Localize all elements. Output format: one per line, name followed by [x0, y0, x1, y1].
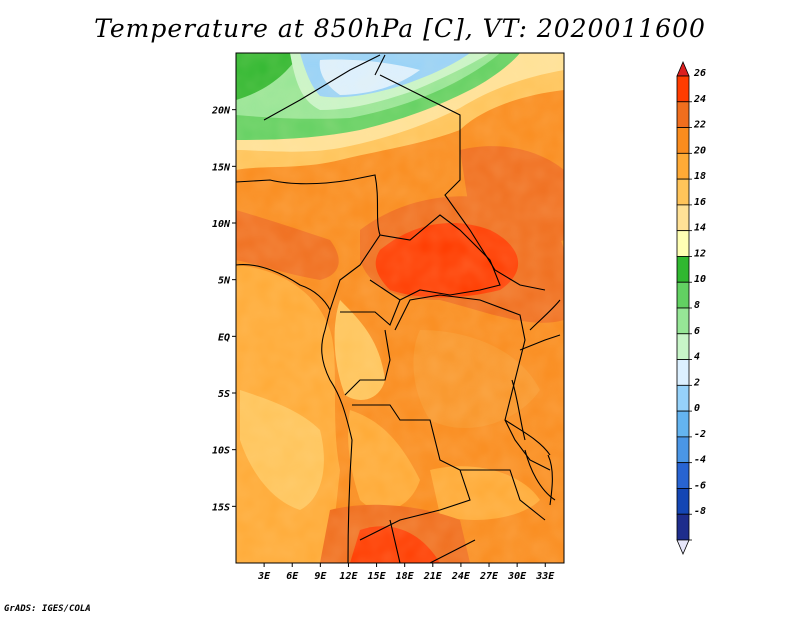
far-south-borders — [389, 519, 476, 563]
lat-tick-label: 10S — [212, 446, 230, 457]
lat-axis: 20N 15N 10N 5N EQ 5S 10S 15S — [211, 106, 236, 513]
colorbar-label: 8 — [694, 300, 700, 311]
lon-tick-label: 33E — [535, 571, 555, 582]
chart-title: Temperature at 850hPa [C], VT: 202001160… — [94, 14, 706, 43]
drc-borders — [394, 294, 551, 471]
lon-tick-label: 21E — [423, 571, 443, 582]
lat-tick-label: 15N — [212, 162, 231, 173]
colorbar-swatch — [676, 178, 690, 206]
lat-tick-label: 10N — [212, 219, 231, 230]
colorbar-label: -2 — [694, 429, 706, 440]
south-borders — [352, 404, 551, 541]
colorbar-bottom-arrow — [676, 539, 690, 556]
colorbar-swatch — [676, 462, 690, 489]
colorbar-label: 16 — [694, 197, 706, 208]
country-borders — [236, 54, 561, 563]
lon-tick-label: 18E — [396, 571, 415, 582]
colorbar-label: -6 — [694, 480, 706, 491]
colorbar-label: -4 — [694, 455, 706, 466]
east-borders — [511, 299, 561, 441]
lon-tick-label: 27E — [479, 571, 499, 582]
lon-tick-label: 15E — [368, 571, 387, 582]
lat-tick-label: 15S — [212, 502, 230, 513]
colorbar-label: 10 — [694, 274, 706, 285]
lat-tick-label: 20N — [211, 106, 231, 117]
lon-tick-label: 12E — [339, 571, 358, 582]
colorbar-swatch — [676, 359, 690, 386]
lat-tick-label: EQ — [218, 332, 230, 343]
colorbar-swatch — [676, 410, 690, 438]
colorbar-swatch — [676, 513, 690, 541]
lake-malawi — [524, 449, 556, 506]
colorbar-label: 12 — [694, 248, 706, 259]
colorbar-top-arrow — [676, 60, 690, 77]
lon-axis: 3E 6E 9E 12E 15E 18E 21E 24E 27E 30E 33E — [257, 563, 555, 582]
lon-tick-label: 30E — [507, 571, 527, 582]
colorbar-label: 24 — [693, 94, 706, 105]
colorbar-label: 22 — [693, 120, 706, 131]
colorbar-swatch — [676, 204, 690, 232]
sahel-borders — [236, 174, 381, 311]
colorbar-label: 0 — [694, 403, 700, 414]
colorbar-swatch — [676, 281, 690, 309]
north-border-lines — [263, 54, 546, 291]
temperature-field — [236, 53, 564, 563]
lon-tick-label: 9E — [314, 571, 327, 582]
colorbar-swatch — [676, 384, 690, 412]
colorbar-swatch — [676, 488, 690, 515]
field-texture — [236, 53, 564, 563]
map-frame — [235, 52, 565, 564]
colorbar-label: 14 — [694, 223, 706, 234]
colorbar-label: 2 — [693, 377, 700, 388]
grads-credit: GrADS: IGES/COLA — [4, 604, 91, 614]
colorbar-swatch — [676, 436, 690, 464]
car-borders — [369, 214, 501, 301]
colorbar-swatch — [676, 75, 690, 103]
lon-tick-label: 24E — [451, 571, 471, 582]
colorbar-swatch — [676, 101, 690, 128]
lon-tick-label: 3E — [257, 571, 271, 582]
colorbar-label: 26 — [693, 68, 706, 79]
colorbar-swatch — [676, 127, 690, 154]
colorbar-swatch — [676, 307, 690, 335]
colorbar-label: 4 — [694, 352, 700, 363]
lat-tick-label: 5N — [218, 276, 231, 287]
colorbar-swatch — [676, 333, 690, 360]
colorbar-swatch — [676, 256, 690, 283]
lat-tick-label: 5S — [218, 389, 230, 400]
west-coastline — [236, 264, 353, 563]
lon-tick-label: 6E — [286, 571, 299, 582]
colorbar-swatch — [676, 230, 690, 257]
colorbar-label: 20 — [693, 145, 706, 156]
colorbar-label: -8 — [694, 506, 706, 517]
colorbar-label: 18 — [694, 171, 706, 182]
congo-borders — [340, 299, 401, 396]
colorbar-label: 6 — [694, 326, 700, 337]
colorbar-swatch — [676, 152, 690, 180]
